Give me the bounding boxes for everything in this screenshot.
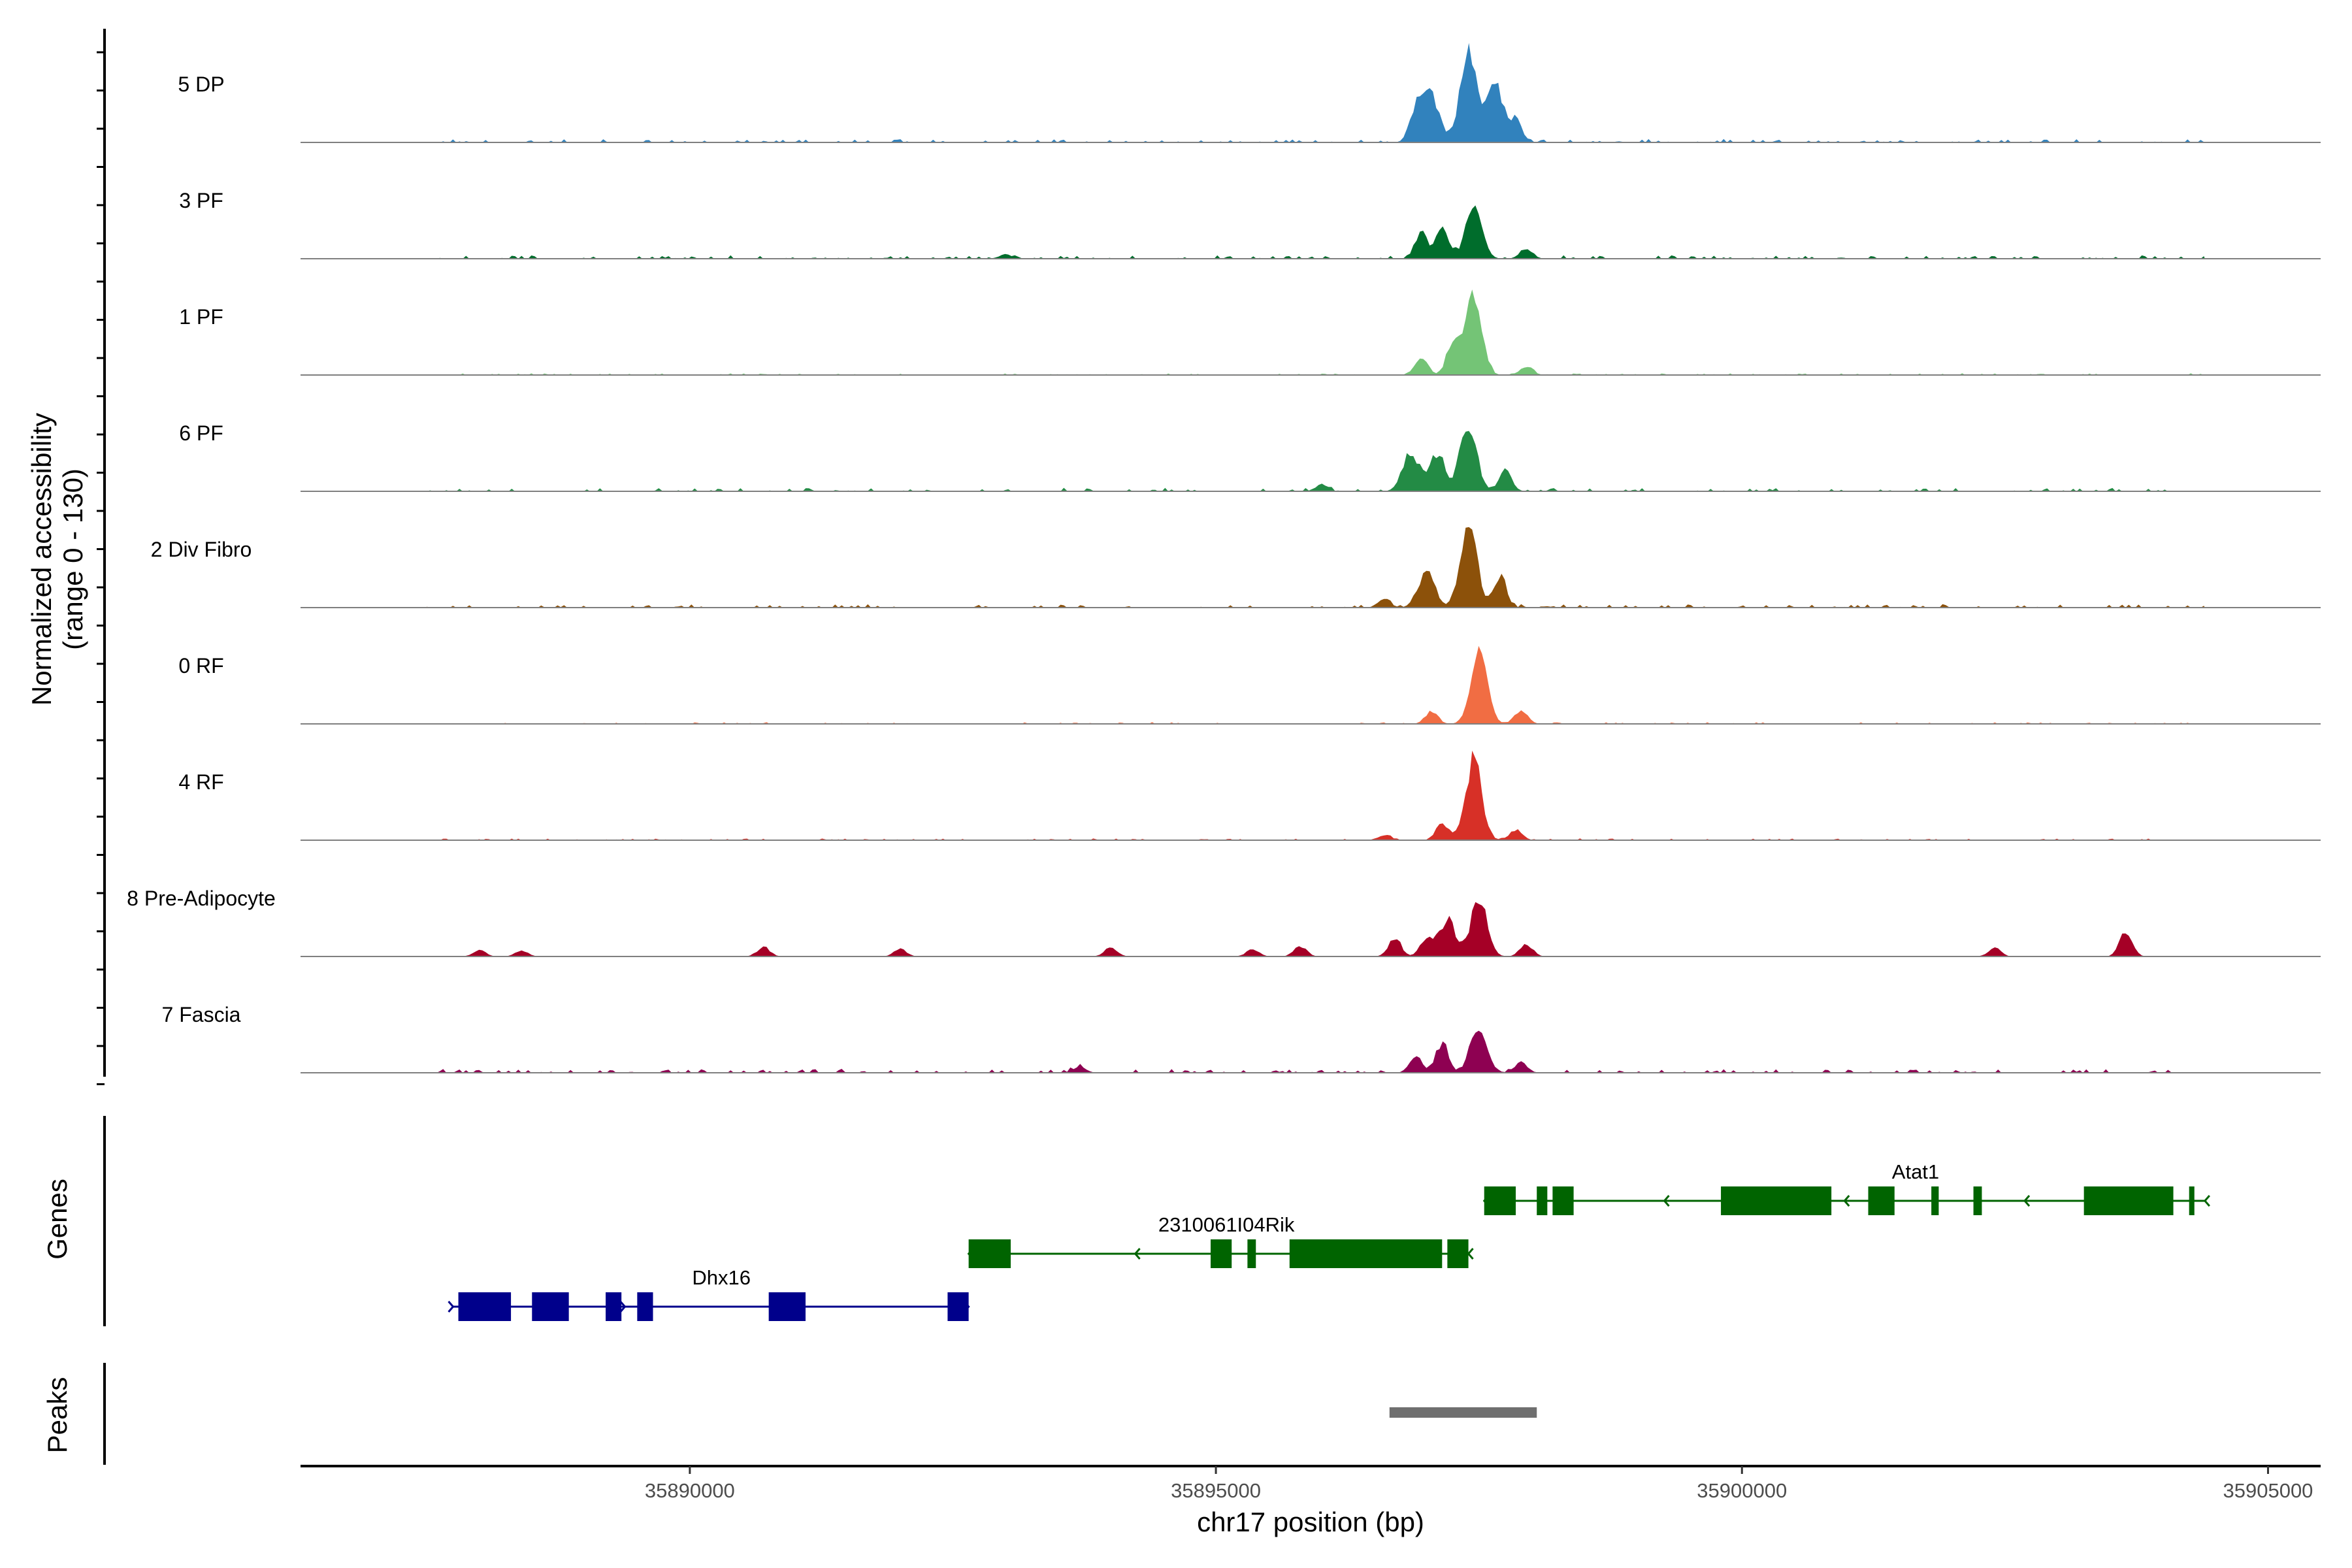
track-label: 8 Pre-Adipocyte [127,887,276,910]
gene-exon [1289,1239,1443,1268]
strand-arrow [1134,1248,1141,1260]
track-label: 7 Fascia [162,1003,241,1026]
x-tick-label: 35900000 [1697,1479,1787,1502]
gene-exon [1868,1186,1895,1215]
track-6-pf: 6 PF [179,421,2321,492]
coverage-area [427,289,2205,375]
coverage-area [427,527,2205,608]
gene-exon [1721,1186,1832,1215]
gene-exon [1552,1186,1574,1215]
gene-exon [1973,1186,1982,1215]
gene-exon [1447,1239,1469,1268]
strand-arrow [2203,1195,2210,1207]
strand-arrow [448,1301,455,1313]
coverage-area [427,645,2205,724]
gene-exon [1931,1186,1939,1215]
gene-exon [1537,1186,1548,1215]
gene-exon [968,1239,1011,1268]
coverage-area [427,902,2205,956]
coverage-area [427,750,2205,840]
gene-exon [606,1292,622,1321]
x-tick-label: 35905000 [2223,1479,2313,1502]
peak-region [1389,1407,1537,1418]
track-2-div-fibro: 2 Div Fibro [151,527,2321,608]
coverage-area [427,431,2205,491]
track-7-fascia: 7 Fascia [162,1003,2321,1073]
gene-2310061i04rik: 2310061I04Rik [967,1213,1474,1268]
gene-label: Dhx16 [692,1266,751,1289]
gene-exon [532,1292,569,1321]
track-8-pre-adipocyte: 8 Pre-Adipocyte [127,887,2321,957]
track-label: 6 PF [179,421,223,445]
gene-exon [2189,1186,2195,1215]
track-5-dp: 5 DP [178,42,2321,143]
gene-label: 2310061I04Rik [1158,1213,1295,1236]
track-label: 4 RF [178,770,223,794]
gene-annotation-track: Atat1 2310061I04Rik Dhx16 [448,1160,2210,1321]
gene-exon [947,1292,969,1321]
x-axis-ticks: 35890000 35895000 35900000 35905000 [645,1466,2313,1502]
gene-exon [1484,1186,1516,1215]
gene-exon [768,1292,806,1321]
x-tick-label: 35890000 [645,1479,735,1502]
strand-arrow [1663,1195,1670,1207]
track-label: 0 RF [178,654,223,678]
peak-region-track [1389,1407,1537,1418]
x-axis-title: chr17 position (bp) [1197,1507,1424,1537]
gene-label: Atat1 [1892,1160,1939,1183]
y-axis-range-label: (range 0 - 130) [57,468,88,650]
accessibility-axis-ticks [97,51,105,1085]
track-0-rf: 0 RF [178,645,2321,725]
genes-axis-title: Genes [42,1179,73,1260]
track-label: 3 PF [179,189,223,212]
coverage-tracks: 5 DP 3 PF 1 PF 6 PF 2 Div Fibro 0 RF 4 RF 8 Pre… [127,42,2321,1073]
strand-arrow [619,1301,627,1313]
strand-arrow [1843,1195,1850,1207]
track-4-rf: 4 RF [178,750,2321,841]
coverage-area [427,205,2205,259]
track-1-pf: 1 PF [179,289,2321,376]
peaks-axis-title: Peaks [42,1377,73,1454]
coverage-area [427,42,2205,142]
gene-exon [1247,1239,1256,1268]
coverage-area [427,1030,2205,1073]
track-label: 5 DP [178,73,224,96]
gene-exon [2083,1186,2174,1215]
gene-dhx16: Dhx16 [448,1266,970,1321]
strand-arrow [2023,1195,2031,1207]
x-tick-label: 35895000 [1171,1479,1261,1502]
y-axis-title: Normalized accessibility [26,413,57,706]
track-label: 1 PF [179,305,223,329]
track-3-pf: 3 PF [179,189,2321,259]
gene-atat1: Atat1 [1482,1160,2210,1215]
strand-arrow [1467,1248,1474,1260]
gene-exon [1211,1239,1232,1268]
track-label: 2 Div Fibro [151,538,252,561]
gene-exon [458,1292,512,1321]
gene-exon [637,1292,653,1321]
